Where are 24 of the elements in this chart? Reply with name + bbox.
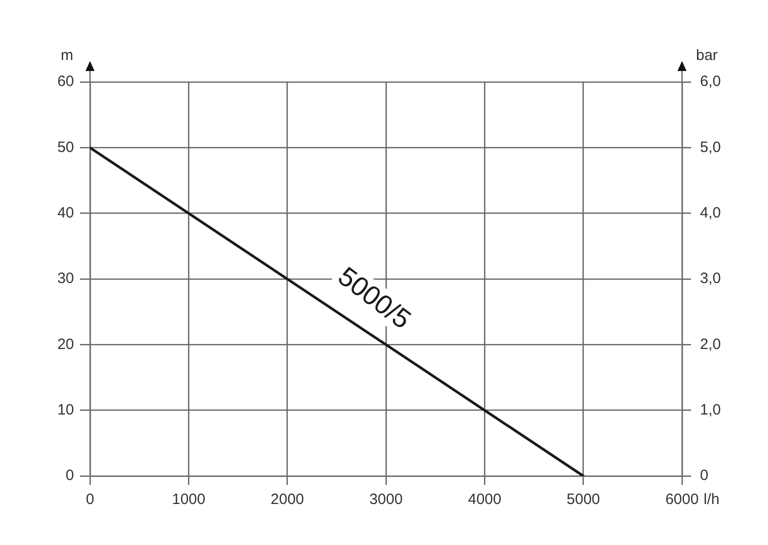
y-tick-label: 60 — [57, 73, 74, 90]
y2-tick-label: 4,0 — [700, 204, 721, 222]
y-tick-label: 0 — [66, 467, 74, 484]
y2-tick-label: 0 — [700, 467, 708, 484]
y-tick-label: 10 — [57, 401, 74, 418]
y-tick-label: 50 — [57, 138, 74, 156]
y-tick-label: 40 — [57, 204, 74, 222]
y-tick-label: 20 — [57, 336, 74, 353]
x-axis-title: l/h — [704, 491, 720, 508]
x-tick-label: 6000 — [665, 491, 699, 508]
y-tick-label: 30 — [57, 270, 74, 288]
x-tick-label: 1000 — [172, 491, 206, 508]
y2-tick-label: 1,0 — [700, 401, 721, 418]
y2-tick-label: 2,0 — [700, 336, 721, 353]
y2-tick-label: 3,0 — [700, 270, 721, 288]
y2-tick-label: 6,0 — [700, 73, 721, 90]
x-tick-label: 0 — [86, 491, 94, 508]
y-axis-title: m — [60, 47, 74, 64]
x-tick-label: 3000 — [369, 491, 403, 508]
x-tick-label: 5000 — [566, 491, 600, 508]
x-tick-label: 2000 — [270, 491, 304, 508]
x-tick-label: 4000 — [468, 491, 502, 508]
y2-tick-label: 5,0 — [700, 138, 721, 156]
y2-axis-title: bar — [696, 47, 718, 64]
